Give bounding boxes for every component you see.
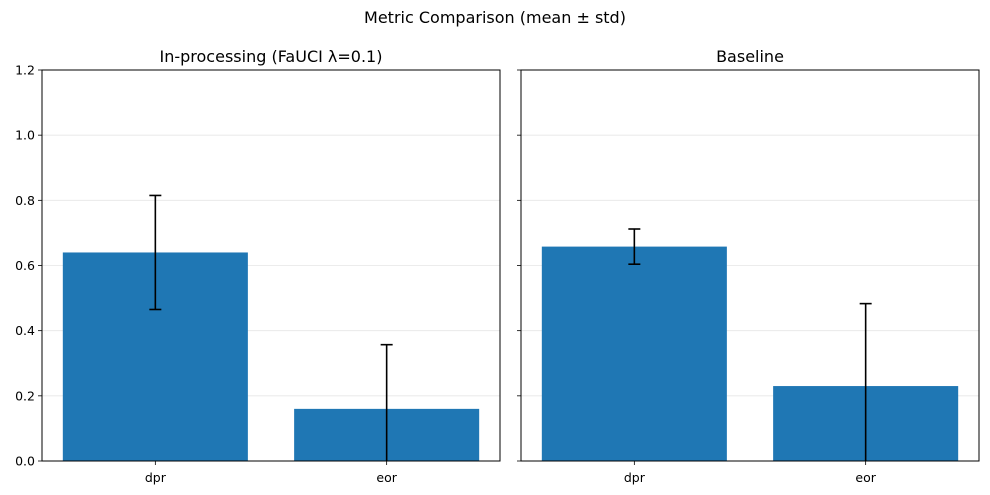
- chart-panel-in-processing: In-processing (FaUCI λ=0.1) 0.0 0.2 0.4 0.6…: [15, 47, 501, 485]
- y-tick-label: 1.2: [15, 63, 35, 78]
- bar-dpr: [541, 246, 727, 461]
- y-tick-label: 0.0: [15, 454, 35, 469]
- x-tick-label: dpr: [624, 470, 646, 485]
- y-tick-label: 0.6: [15, 258, 35, 273]
- y-tick-label: 0.4: [15, 323, 35, 338]
- x-tick-label: eor: [376, 470, 397, 485]
- y-tick-label: 0.8: [15, 193, 35, 208]
- x-tick-label: dpr: [145, 470, 167, 485]
- y-tick-label: 0.2: [15, 388, 35, 403]
- figure-title: Metric Comparison (mean ± std): [364, 8, 626, 27]
- x-tick-label: eor: [855, 470, 876, 485]
- chart-panel-baseline: Baseline dpr eor: [517, 47, 980, 485]
- panel-title: Baseline: [716, 47, 784, 66]
- y-tick-label: 1.0: [15, 128, 35, 143]
- panel-title: In-processing (FaUCI λ=0.1): [160, 47, 383, 66]
